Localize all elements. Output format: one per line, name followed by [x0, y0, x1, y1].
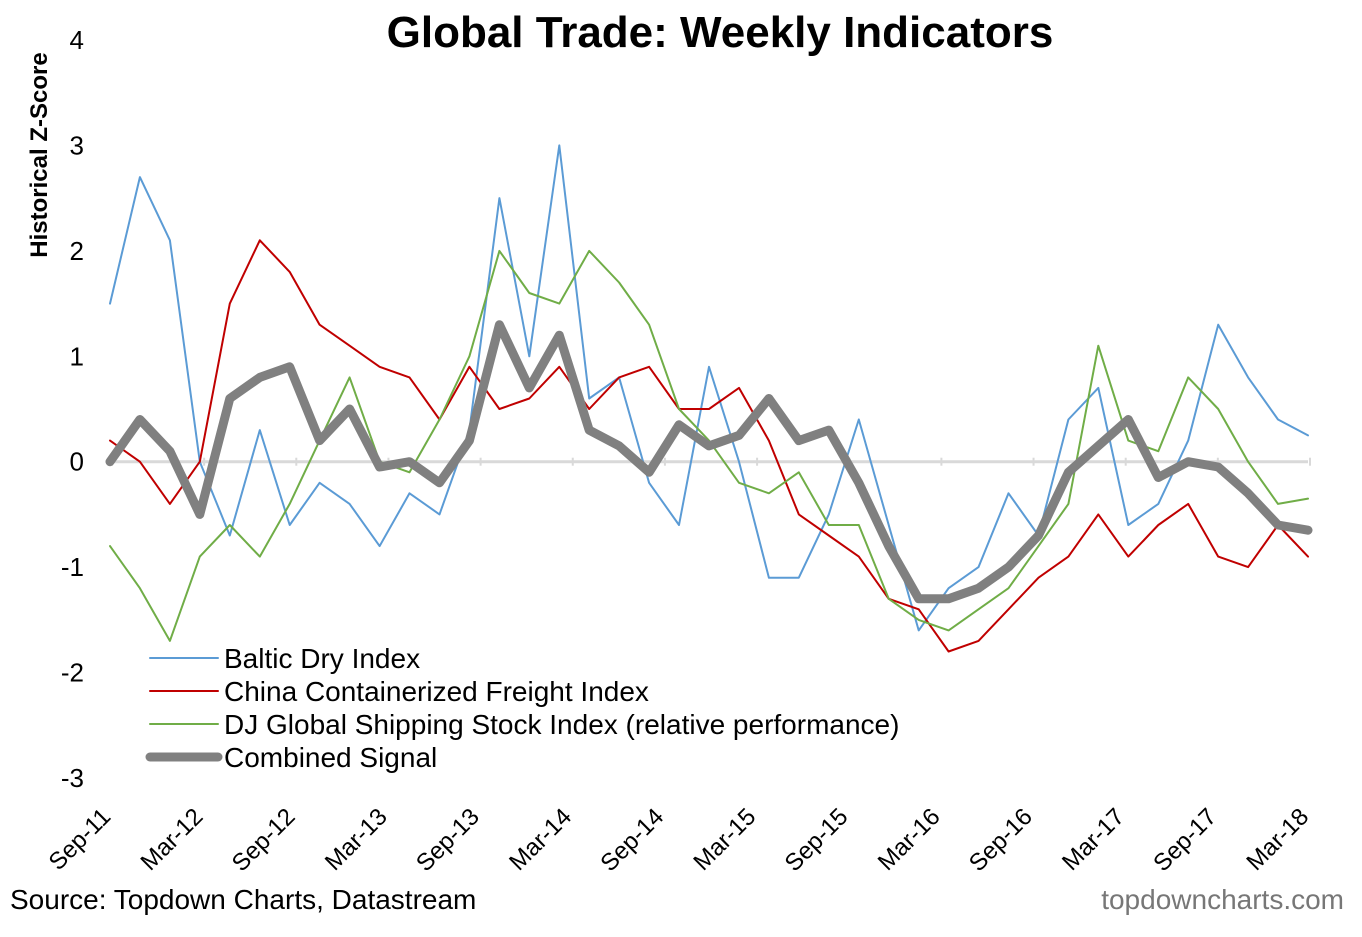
- watermark: topdowncharts.com: [1101, 884, 1344, 915]
- series-line-1: [109, 144, 1309, 632]
- x-tick-label: Mar-13: [320, 803, 393, 876]
- x-tick-label: Mar-17: [1057, 803, 1130, 876]
- x-tick-label: Mar-14: [504, 803, 577, 876]
- series-layer: [105, 144, 1313, 653]
- legend-label: China Containerized Freight Index: [224, 676, 649, 707]
- y-tick-label: -1: [61, 552, 84, 582]
- legend-label: Baltic Dry Index: [224, 643, 420, 674]
- legend-label: Combined Signal: [224, 742, 437, 773]
- x-tick-label: Mar-16: [873, 803, 946, 876]
- x-tick-label: Sep-16: [964, 803, 1038, 877]
- x-tick-label: Sep-14: [595, 803, 669, 877]
- y-tick-label: 2: [70, 236, 84, 266]
- x-tick-label: Sep-12: [227, 803, 301, 877]
- x-tick-label: Mar-15: [688, 803, 761, 876]
- legend-label: DJ Global Shipping Stock Index (relative…: [224, 709, 899, 740]
- x-tick-label: Sep-15: [780, 803, 854, 877]
- x-tick-label: Sep-17: [1148, 803, 1222, 877]
- series-line-2: [109, 239, 1309, 653]
- x-tick-label: Mar-12: [136, 803, 209, 876]
- chart-title: Global Trade: Weekly Indicators: [386, 8, 1054, 57]
- x-tick-label: Mar-18: [1241, 803, 1314, 876]
- y-tick-label: 1: [70, 341, 84, 371]
- series-line-4: [105, 320, 1313, 604]
- y-tick-label: 0: [70, 447, 84, 477]
- y-tick-label: -3: [61, 763, 84, 793]
- source-note: Source: Topdown Charts, Datastream: [10, 884, 477, 915]
- y-tick-label: 3: [70, 130, 84, 160]
- y-tick-label: -2: [61, 658, 84, 688]
- x-tick-label: Sep-11: [44, 803, 117, 876]
- y-axis-ticks: 4 3 2 1 0 -1 -2 -3: [61, 25, 84, 793]
- x-tick-label: Sep-13: [411, 803, 485, 877]
- y-tick-label: 4: [70, 25, 84, 55]
